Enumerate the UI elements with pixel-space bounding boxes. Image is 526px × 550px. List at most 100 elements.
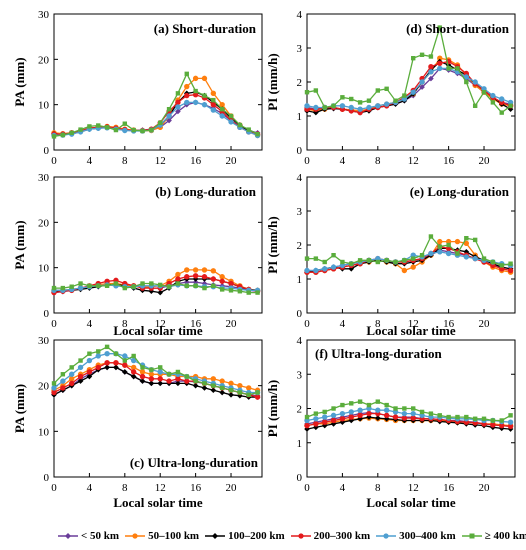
data-point	[192, 267, 199, 273]
data-point	[219, 101, 225, 108]
data-point	[366, 402, 372, 408]
y-tick-label: 1	[297, 111, 303, 123]
data-point	[210, 101, 217, 108]
plot-frame	[53, 176, 263, 314]
series-line	[53, 101, 258, 137]
y-axis-label: PA (mm)	[12, 220, 27, 269]
x-tick-label: 8	[122, 155, 128, 167]
data-point	[331, 253, 336, 258]
data-point	[122, 362, 128, 368]
data-point	[96, 349, 101, 354]
data-point	[419, 84, 425, 90]
data-point	[499, 96, 505, 102]
data-point	[184, 274, 190, 280]
data-point	[237, 390, 243, 395]
y-tick-label: 20	[38, 217, 50, 229]
data-point	[228, 380, 234, 387]
data-point	[104, 351, 110, 357]
data-point	[357, 407, 363, 413]
data-point	[428, 411, 434, 416]
data-point	[428, 54, 434, 59]
data-point	[228, 113, 234, 119]
data-point	[158, 365, 163, 370]
data-point	[237, 122, 243, 128]
legend-item: ≥ 400 km	[461, 530, 526, 542]
series-1	[304, 55, 514, 114]
data-point	[51, 389, 57, 396]
data-point	[175, 271, 181, 278]
y-axis-label: PA (mm)	[12, 384, 27, 433]
data-point	[437, 60, 443, 66]
legend-label: ≥ 400 km	[484, 530, 526, 542]
y-tick-label: 0	[297, 472, 303, 484]
data-point	[402, 406, 407, 411]
data-point	[192, 75, 199, 82]
data-point	[357, 258, 363, 263]
data-point	[410, 264, 416, 270]
data-point	[201, 101, 208, 108]
data-point	[139, 373, 146, 380]
data-point	[69, 371, 75, 377]
data-point	[508, 261, 513, 266]
data-point	[202, 381, 207, 386]
x-tick-label: 4	[87, 318, 93, 330]
data-point	[366, 98, 372, 103]
data-point	[51, 381, 57, 386]
data-point	[507, 419, 514, 425]
data-point	[219, 107, 225, 112]
data-point	[419, 52, 425, 57]
panel-b: 0 10 20 30 0 4 8 12 16 20 PA (mm) (b) Long-duration	[12, 172, 263, 330]
data-point	[313, 421, 319, 427]
x-tick-label: 16	[443, 155, 455, 167]
data-point	[375, 407, 381, 413]
x-tick-label: 20	[479, 155, 491, 167]
data-point	[157, 380, 164, 387]
y-tick-label: 10	[38, 263, 50, 275]
data-point	[131, 284, 136, 289]
data-point	[139, 369, 146, 375]
data-point	[254, 394, 261, 400]
data-point	[340, 259, 345, 265]
data-point	[166, 378, 172, 384]
data-point	[375, 399, 381, 404]
data-point	[455, 66, 460, 71]
panel-title: (d) Short-duration	[406, 21, 510, 36]
legend-symbol	[205, 533, 226, 539]
x-tick-label: 4	[87, 155, 93, 167]
data-point	[60, 378, 66, 384]
data-point	[348, 409, 354, 415]
data-point	[313, 267, 319, 274]
data-point	[304, 256, 310, 261]
y-tick-label: 0	[297, 308, 303, 320]
y-axis-label: PI (mm/h)	[265, 380, 280, 437]
panel-a: 0 10 20 30 0 4 8 12 16 20 PA (mm) (a) Short-duratio…	[12, 9, 263, 167]
data-point	[366, 410, 372, 417]
data-point	[219, 278, 225, 284]
data-point	[210, 376, 217, 382]
y-axis-label: PI (mm/h)	[265, 53, 280, 110]
legend-label: < 50 km	[81, 530, 120, 542]
x-tick-label: 16	[190, 318, 202, 330]
data-point	[149, 281, 154, 286]
data-point	[69, 130, 74, 135]
data-point	[499, 263, 504, 268]
data-point	[60, 372, 66, 377]
data-point	[95, 364, 101, 371]
data-point	[490, 100, 496, 105]
legend-symbol	[290, 533, 311, 539]
series-5	[51, 281, 260, 295]
data-point	[393, 98, 398, 103]
data-point	[375, 103, 381, 109]
data-point	[349, 261, 354, 266]
data-point	[122, 358, 128, 363]
legend-symbol	[376, 533, 397, 539]
data-point	[202, 93, 207, 98]
data-point	[330, 417, 337, 424]
data-point	[78, 281, 83, 286]
data-point	[463, 240, 470, 247]
data-point	[366, 258, 372, 263]
data-point	[77, 373, 84, 380]
data-point	[472, 79, 478, 85]
